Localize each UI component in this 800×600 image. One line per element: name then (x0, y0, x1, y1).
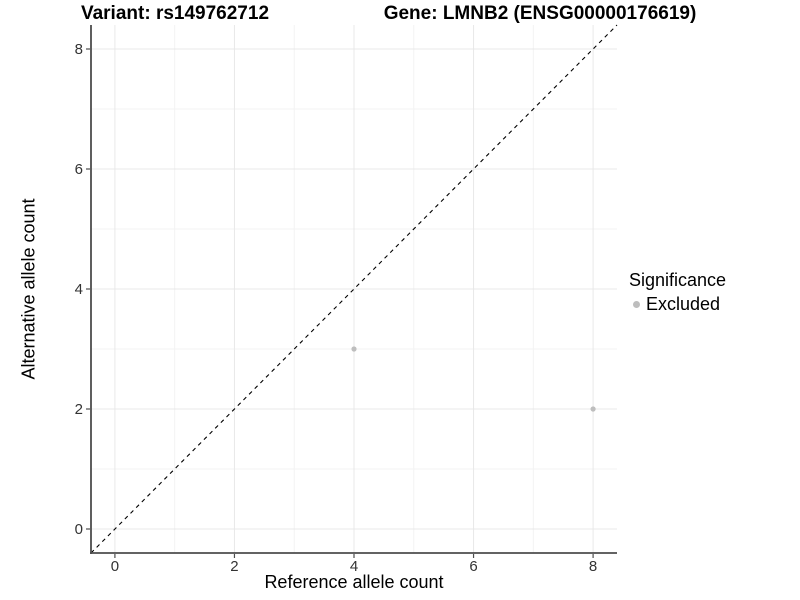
x-tick-label: 2 (230, 558, 238, 575)
legend: Significance Excluded (629, 270, 726, 315)
y-tick-label: 2 (75, 401, 83, 418)
legend-item-excluded: Excluded (629, 294, 726, 315)
legend-title: Significance (629, 270, 727, 290)
variant-title: Variant: rs149762712 (80, 3, 270, 24)
x-tick-label: 4 (350, 558, 358, 575)
gene-title: Gene: LMNB2 (ENSG00000176619) (383, 3, 697, 24)
data-point (351, 346, 357, 352)
x-tick-label: 6 (469, 558, 477, 575)
x-axis-title: Reference allele count (264, 572, 444, 592)
y-tick-label: 6 (75, 161, 83, 178)
legend-item-label: Excluded (646, 294, 721, 314)
x-tick-label: 8 (589, 558, 597, 575)
x-tick-label: 0 (111, 558, 119, 575)
y-axis-title: Alternative allele count (18, 198, 39, 380)
data-point (590, 406, 596, 412)
y-tick-label: 8 (75, 41, 83, 58)
y-tick-label: 0 (75, 521, 83, 538)
excluded-point-swatch-icon (633, 301, 640, 308)
y-tick-label: 4 (75, 281, 83, 298)
